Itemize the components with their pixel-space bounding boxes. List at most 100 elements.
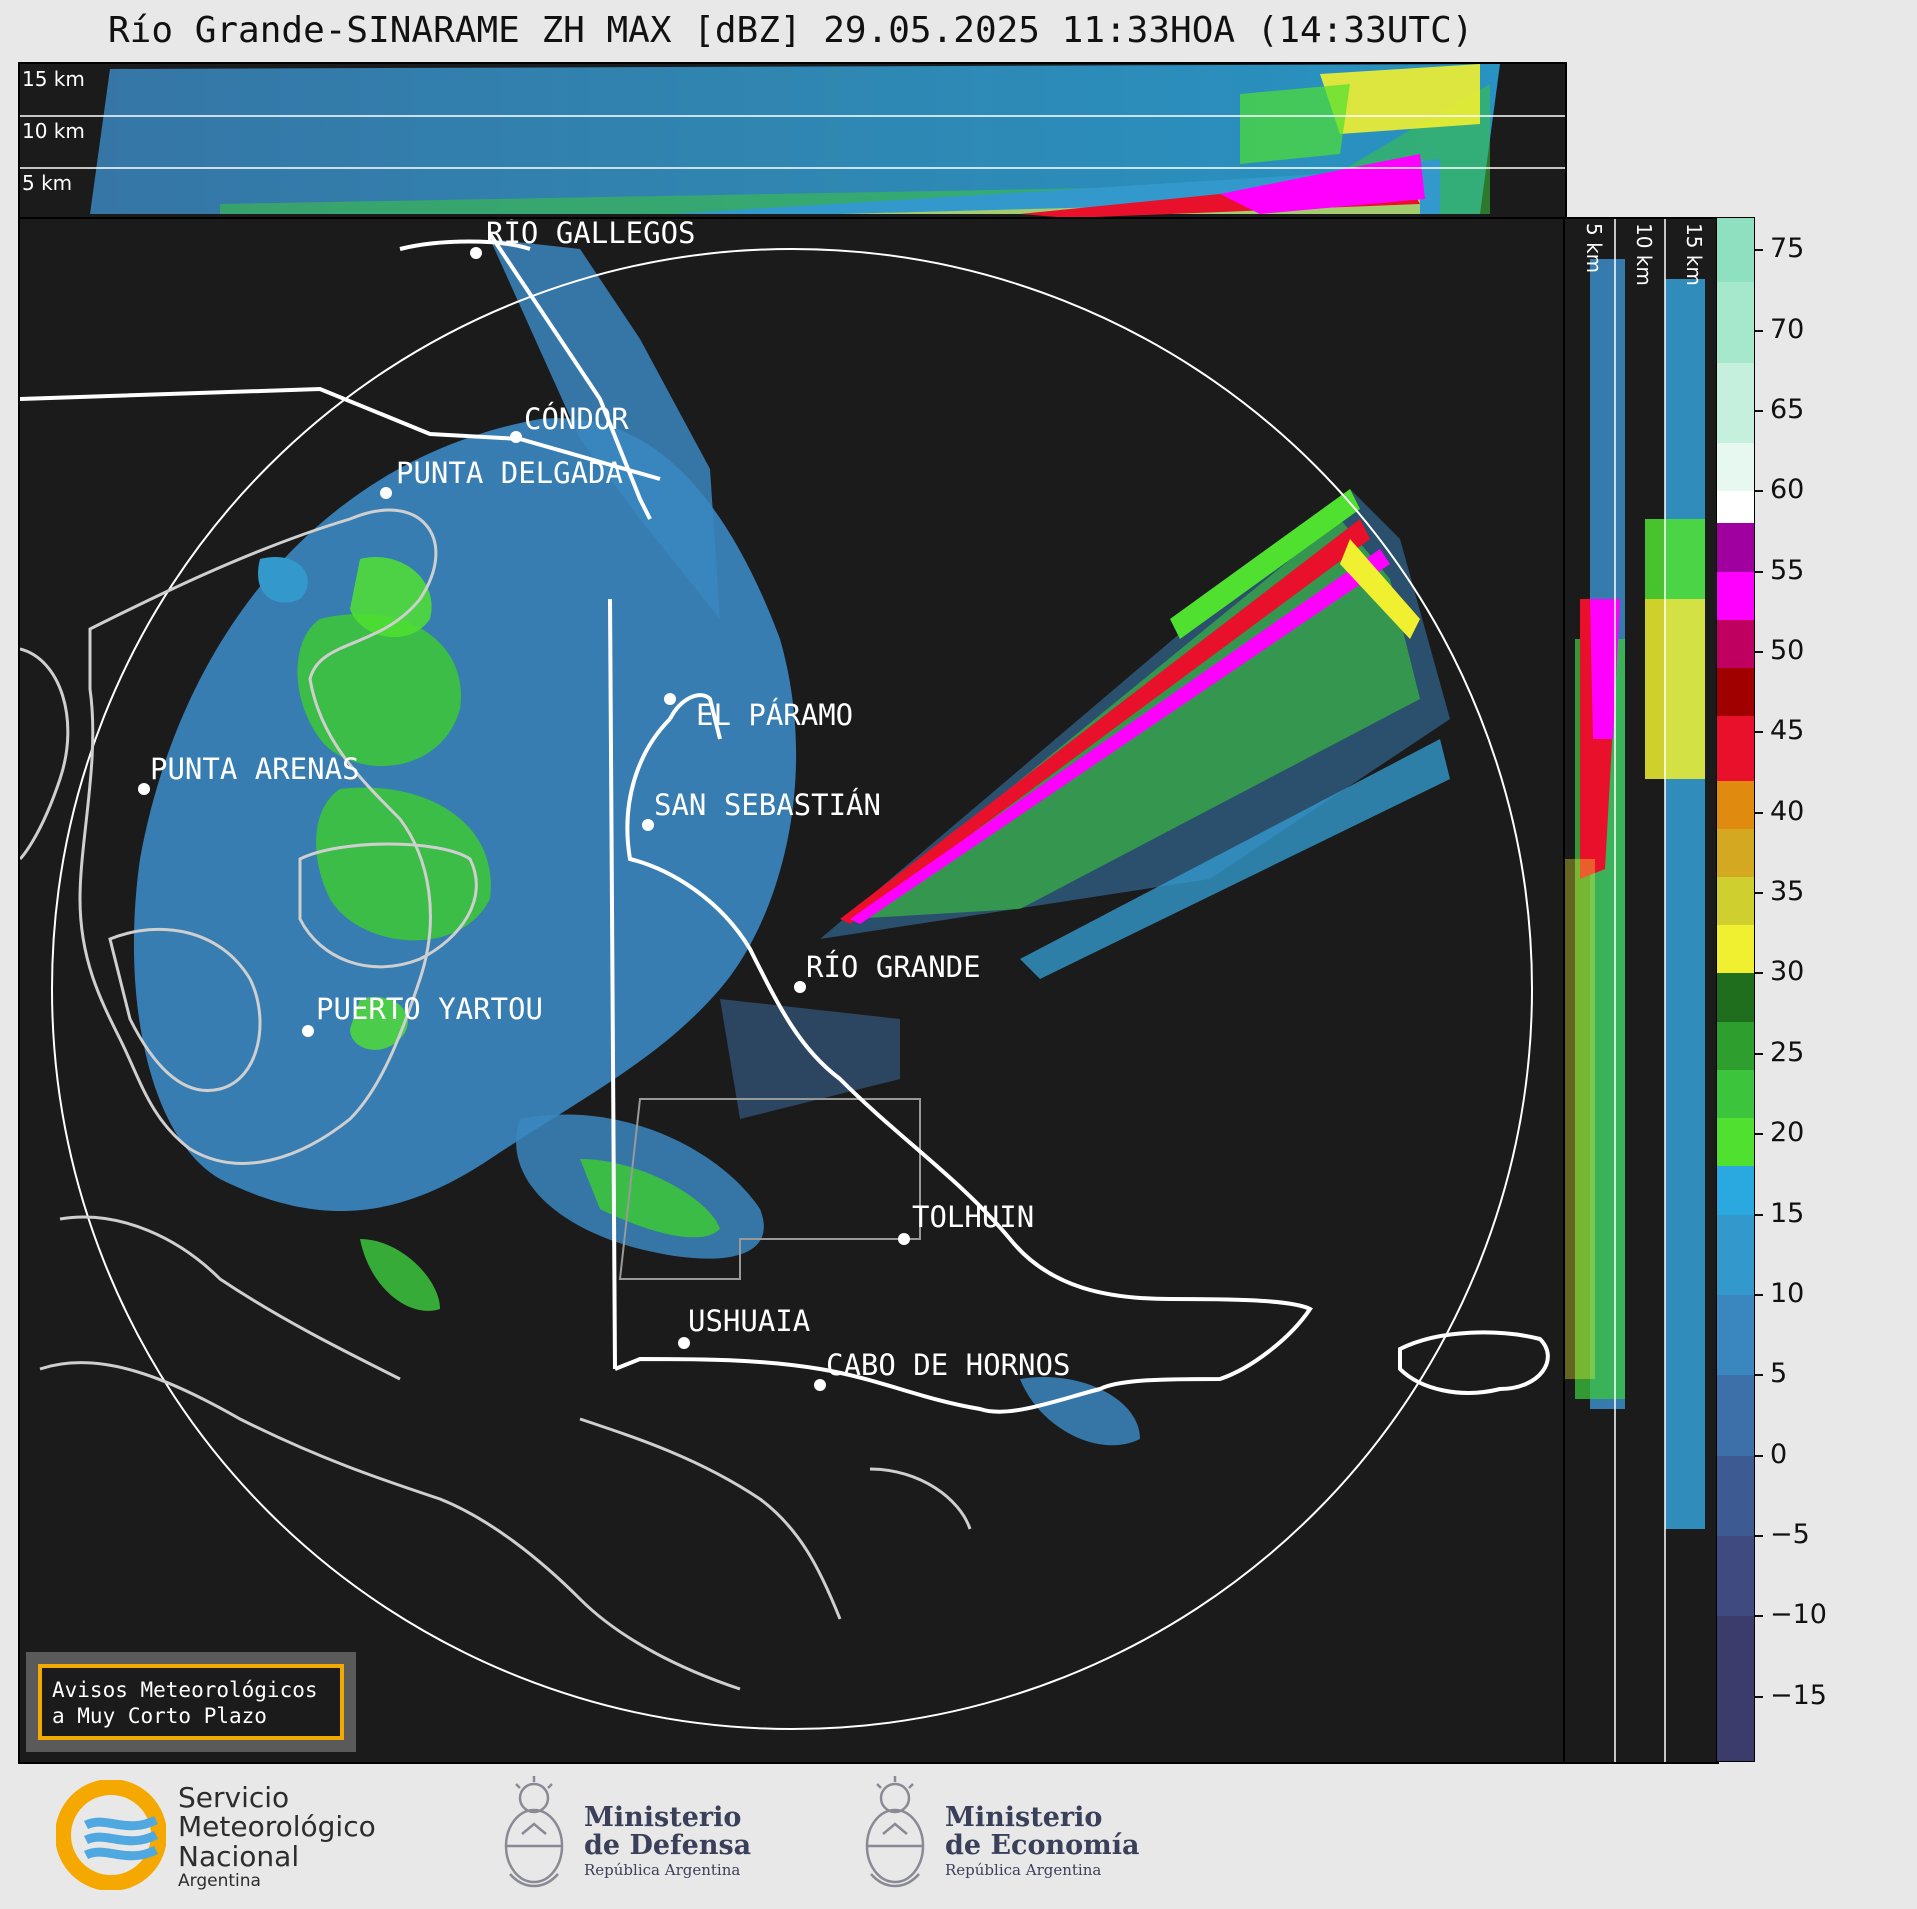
colorbar-tick bbox=[1755, 1695, 1763, 1698]
colorbar-tick bbox=[1755, 570, 1763, 573]
city-label: SAN SEBASTIÁN bbox=[654, 788, 881, 822]
colorbar-segment bbox=[1717, 1294, 1754, 1376]
colorbar-segment bbox=[1717, 362, 1754, 444]
colorbar-tick-label: 40 bbox=[1770, 795, 1805, 827]
colorbar-tick-label: 75 bbox=[1770, 233, 1805, 265]
city-label: USHUAIA bbox=[688, 1304, 810, 1338]
colorbar-tick-label: 25 bbox=[1770, 1036, 1805, 1068]
economia-logo-text: Ministerio de Economía República Argenti… bbox=[945, 1802, 1140, 1879]
city-marker bbox=[380, 487, 392, 499]
colorbar-tick-label: −15 bbox=[1770, 1679, 1827, 1711]
colorbar-tick bbox=[1755, 1133, 1763, 1136]
city-label: EL PÁRAMO bbox=[696, 698, 853, 732]
top-height-label: 15 km bbox=[22, 67, 85, 91]
colorbar-tick-label: −5 bbox=[1770, 1518, 1810, 1550]
colorbar-tick bbox=[1755, 731, 1763, 734]
colorbar bbox=[1716, 217, 1755, 1762]
colorbar-segment bbox=[1717, 780, 1754, 830]
radar-map-panel[interactable]: RÍO GALLEGOS CÓNDOR PUNTA DELGADA EL PÁRAMO… bbox=[18, 217, 1567, 1764]
economia-seal-icon bbox=[855, 1774, 935, 1896]
city-layer: RÍO GALLEGOS CÓNDOR PUNTA DELGADA EL PÁRAMO… bbox=[138, 219, 1070, 1391]
colorbar-segment bbox=[1717, 619, 1754, 669]
colorbar-segment bbox=[1717, 876, 1754, 926]
top-cross-section-panel: 15 km 10 km 5 km bbox=[18, 62, 1567, 220]
city-marker bbox=[664, 693, 676, 705]
warning-line-2: a Muy Corto Plazo bbox=[52, 1704, 267, 1729]
colorbar-segment bbox=[1717, 973, 1754, 1023]
city-marker bbox=[794, 981, 806, 993]
city-label: CABO DE HORNOS bbox=[826, 1348, 1070, 1382]
colorbar-tick bbox=[1755, 1615, 1763, 1618]
colorbar-tick-label: 60 bbox=[1770, 474, 1805, 506]
city-marker bbox=[510, 431, 522, 443]
colorbar-tick bbox=[1755, 1374, 1763, 1377]
colorbar-segment bbox=[1717, 668, 1754, 717]
city-label: RÍO GRANDE bbox=[806, 950, 981, 984]
colorbar-segment bbox=[1717, 1375, 1754, 1457]
defensa-seal-icon bbox=[494, 1774, 574, 1896]
warning-box[interactable]: Avisos Meteorológicos a Muy Corto Plazo bbox=[26, 1652, 356, 1752]
colorbar-segment bbox=[1717, 491, 1754, 524]
colorbar-segment bbox=[1717, 523, 1754, 573]
coastline-layer bbox=[20, 508, 972, 1691]
colorbar-tick-label: 55 bbox=[1770, 554, 1805, 586]
colorbar-tick-label: 5 bbox=[1770, 1358, 1788, 1390]
colorbar-segment bbox=[1717, 1166, 1754, 1216]
colorbar-tick-label: 70 bbox=[1770, 313, 1805, 345]
side-height-label: 5 km bbox=[1582, 223, 1606, 273]
colorbar-tick-label: 20 bbox=[1770, 1117, 1805, 1149]
colorbar-tick-label: 35 bbox=[1770, 876, 1805, 908]
colorbar-segment bbox=[1717, 925, 1754, 974]
colorbar-segment bbox=[1717, 1455, 1754, 1537]
colorbar-tick bbox=[1755, 249, 1763, 252]
colorbar-tick-label: 50 bbox=[1770, 634, 1805, 666]
warning-box-inner[interactable]: Avisos Meteorológicos a Muy Corto Plazo bbox=[38, 1664, 344, 1740]
chart-title: Río Grande-SINARAME ZH MAX [dBZ] 29.05.2… bbox=[108, 10, 1474, 51]
smn-logo-text: Servicio Meteorológico Nacional Argentin… bbox=[178, 1781, 376, 1892]
colorbar-segment bbox=[1717, 716, 1754, 782]
city-marker bbox=[678, 1337, 690, 1349]
colorbar-tick bbox=[1755, 811, 1763, 814]
city-label: PUNTA DELGADA bbox=[396, 456, 623, 490]
colorbar-segment bbox=[1717, 282, 1754, 364]
echo-east bbox=[820, 489, 1450, 979]
colorbar-tick-label: 15 bbox=[1770, 1197, 1805, 1229]
city-label: PUERTO YARTOU bbox=[316, 992, 543, 1026]
colorbar-tick bbox=[1755, 892, 1763, 895]
colorbar-tick bbox=[1755, 490, 1763, 493]
colorbar-tick-label: 0 bbox=[1770, 1438, 1788, 1470]
colorbar-segment bbox=[1717, 1069, 1754, 1119]
city-marker bbox=[302, 1025, 314, 1037]
colorbar-segment bbox=[1717, 443, 1754, 492]
top-height-label: 5 km bbox=[22, 171, 72, 195]
city-label: PUNTA ARENAS bbox=[150, 752, 360, 786]
colorbar-tick-label: 65 bbox=[1770, 393, 1805, 425]
colorbar-segment bbox=[1717, 828, 1754, 878]
colorbar-tick-label: 30 bbox=[1770, 956, 1805, 988]
colorbar-tick bbox=[1755, 409, 1763, 412]
side-height-label: 15 km bbox=[1682, 223, 1706, 286]
side-cross-section-panel: 5 km 10 km 15 km bbox=[1563, 217, 1719, 1764]
echo-west bbox=[133, 239, 797, 1212]
colorbar-tick bbox=[1755, 1293, 1763, 1296]
colorbar-tick bbox=[1755, 329, 1763, 332]
side-height-label: 10 km bbox=[1632, 223, 1656, 286]
colorbar-tick-label: 10 bbox=[1770, 1277, 1805, 1309]
colorbar-tick-label: 45 bbox=[1770, 715, 1805, 747]
colorbar-tick bbox=[1755, 1454, 1763, 1457]
range-ring bbox=[51, 248, 1533, 1730]
colorbar-segment bbox=[1717, 1535, 1754, 1617]
colorbar-tick bbox=[1755, 972, 1763, 975]
colorbar-segment bbox=[1717, 1214, 1754, 1296]
city-marker bbox=[814, 1379, 826, 1391]
boundary-layer bbox=[20, 232, 1550, 1414]
city-marker bbox=[138, 783, 150, 795]
top-height-label: 10 km bbox=[22, 119, 85, 143]
colorbar-segment bbox=[1717, 1616, 1754, 1761]
colorbar-tick bbox=[1755, 650, 1763, 653]
colorbar-tick bbox=[1755, 1534, 1763, 1537]
colorbar-segment bbox=[1717, 1118, 1754, 1167]
city-marker bbox=[470, 247, 482, 259]
defensa-logo-text: Ministerio de Defensa República Argentin… bbox=[584, 1802, 752, 1879]
colorbar-segment bbox=[1717, 218, 1754, 283]
